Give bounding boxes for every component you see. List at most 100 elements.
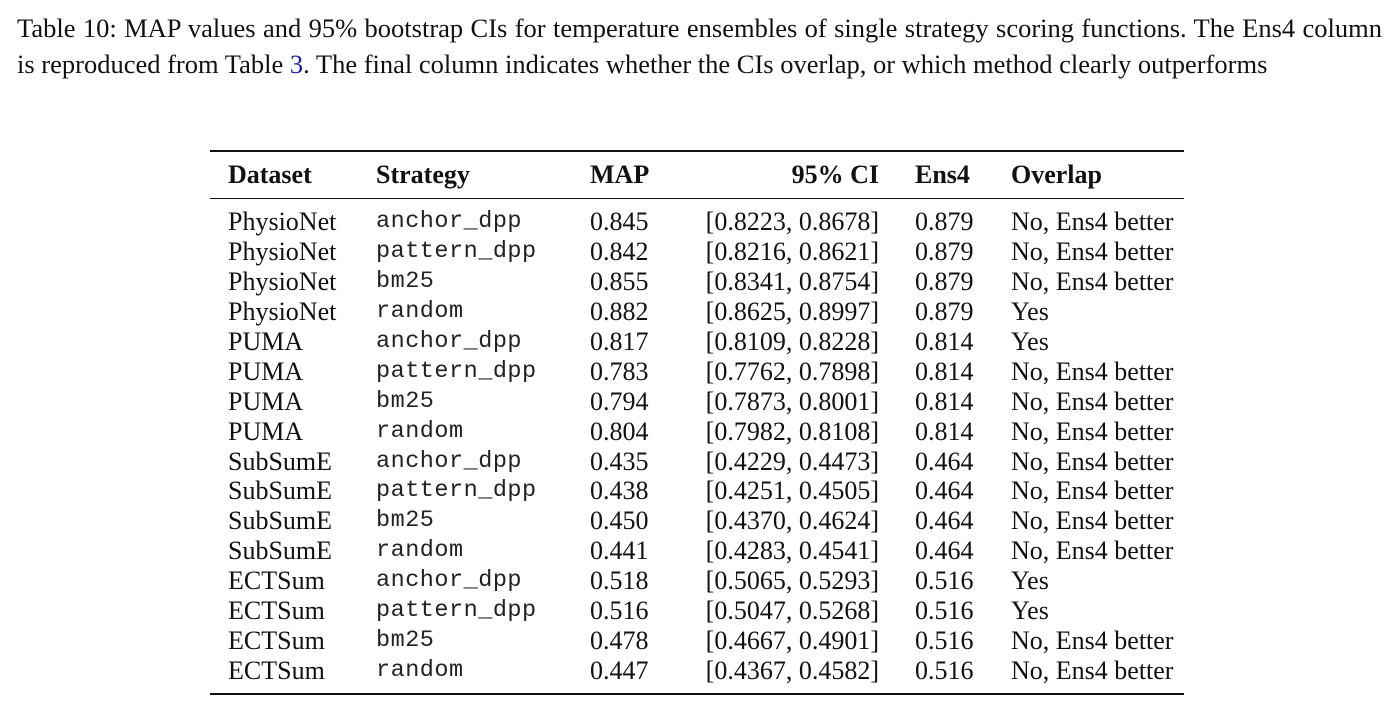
cell-overlap: No, Ens4 better	[1011, 267, 1174, 297]
cell-map: 0.845	[590, 207, 649, 237]
cell-strategy: pattern_dpp	[376, 238, 537, 266]
table-row: PhysioNet anchor_dpp 0.845 [0.8223, 0.8678]…	[210, 199, 1184, 237]
cell-strategy: bm25	[376, 268, 435, 296]
cell-overlap: Yes	[1011, 327, 1049, 356]
cell-ci: [0.4251, 0.4505]	[705, 476, 879, 506]
cell-strategy: anchor_dpp	[376, 447, 523, 475]
results-table: Dataset Strategy MAP 95% CI Ens4 Overlap…	[210, 150, 1184, 695]
cell-map: 0.441	[590, 536, 649, 566]
cell-strategy: bm25	[376, 626, 435, 654]
cell-strategy: pattern_dpp	[376, 357, 537, 385]
table-row: ECTSum pattern_dpp 0.516 [0.5047, 0.5268] 0.…	[210, 596, 1184, 626]
cell-overlap: No, Ens4 better	[1011, 655, 1174, 685]
cell-ens4: 0.879	[915, 237, 974, 267]
caption-text-start: Table 10: MAP values and 95% bootstrap C…	[17, 13, 1382, 79]
cell-dataset: PUMA	[228, 416, 304, 446]
cell-map: 0.794	[590, 386, 649, 416]
cell-dataset: SubSumE	[228, 506, 333, 536]
cell-ci: [0.4229, 0.4473]	[705, 446, 879, 476]
cell-overlap: Yes	[1011, 566, 1049, 596]
cell-ci: [0.8216, 0.8621]	[705, 237, 879, 267]
cell-map: 0.478	[590, 625, 649, 655]
cell-overlap: No, Ens4 better	[1011, 207, 1174, 237]
cell-dataset: SubSumE	[228, 446, 333, 476]
cell-ci: [0.8625, 0.8997]	[705, 297, 879, 327]
cell-dataset: ECTSum	[228, 625, 325, 655]
cell-map: 0.516	[590, 596, 649, 626]
cell-dataset: PUMA	[228, 356, 304, 386]
cell-ens4: 0.814	[915, 386, 974, 416]
cell-overlap: Yes	[1011, 297, 1049, 327]
cell-ci: [0.7762, 0.7898]	[705, 356, 879, 386]
cell-dataset: PhysioNet	[228, 207, 337, 237]
cell-ens4: 0.879	[915, 267, 974, 297]
table-row: PhysioNet random 0.882 [0.8625, 0.8997] 0.87…	[210, 297, 1184, 327]
cell-dataset: ECTSum	[228, 566, 325, 596]
cell-dataset: PUMA	[228, 386, 304, 416]
cell-overlap: No, Ens4 better	[1011, 416, 1174, 446]
cell-ci: [0.8223, 0.8678]	[705, 207, 879, 237]
cell-ci: [0.4283, 0.4541]	[705, 536, 879, 566]
cell-overlap: No, Ens4 better	[1011, 625, 1174, 655]
cell-ens4: 0.516	[915, 625, 974, 655]
cell-strategy: bm25	[376, 507, 435, 535]
table-row: ECTSum bm25 0.478 [0.4667, 0.4901] 0.516 No, …	[210, 625, 1184, 655]
cell-strategy: bm25	[376, 387, 435, 415]
cell-ens4: 0.464	[915, 536, 974, 566]
table-row: PUMA pattern_dpp 0.783 [0.7762, 0.7898] 0.81…	[210, 356, 1184, 386]
cell-map: 0.842	[590, 237, 649, 267]
table-row: PhysioNet bm25 0.855 [0.8341, 0.8754] 0.879 N…	[210, 267, 1184, 297]
table-reference-link[interactable]: 3	[289, 49, 304, 79]
header-map: MAP	[590, 160, 650, 189]
cell-dataset: SubSumE	[228, 476, 333, 506]
cell-ens4: 0.516	[915, 596, 974, 626]
table-row: PUMA bm25 0.794 [0.7873, 0.8001] 0.814 No, En…	[210, 386, 1184, 416]
cell-ci: [0.8109, 0.8228]	[705, 327, 879, 356]
table-row: SubSumE pattern_dpp 0.438 [0.4251, 0.4505] 0…	[210, 476, 1184, 506]
table-row: SubSumE bm25 0.450 [0.4370, 0.4624] 0.464 No,…	[210, 506, 1184, 536]
cell-ci: [0.5065, 0.5293]	[705, 566, 879, 596]
header-strategy: Strategy	[376, 160, 470, 189]
cell-ens4: 0.879	[915, 297, 974, 327]
cell-ci: [0.7873, 0.8001]	[705, 386, 879, 416]
cell-map: 0.882	[590, 297, 649, 327]
cell-strategy: anchor_dpp	[376, 567, 523, 595]
cell-dataset: ECTSum	[228, 596, 325, 626]
cell-dataset: PUMA	[228, 327, 304, 356]
cell-ens4: 0.814	[915, 356, 974, 386]
cell-map: 0.450	[590, 506, 649, 536]
cell-overlap: Yes	[1011, 596, 1049, 626]
cell-ens4: 0.464	[915, 476, 974, 506]
cell-dataset: SubSumE	[228, 536, 333, 566]
caption-text-end: . The final column indicates whether the…	[303, 49, 1268, 79]
table-row: ECTSum anchor_dpp 0.518 [0.5065, 0.5293] 0.5…	[210, 566, 1184, 596]
table-header-row: Dataset Strategy MAP 95% CI Ens4 Overlap	[210, 151, 1184, 199]
cell-ens4: 0.814	[915, 416, 974, 446]
cell-strategy: random	[376, 298, 464, 326]
cell-map: 0.518	[590, 566, 649, 596]
table-row: SubSumE random 0.441 [0.4283, 0.4541] 0.464 N…	[210, 536, 1184, 566]
cell-map: 0.435	[590, 446, 649, 476]
cell-strategy: random	[376, 417, 464, 445]
results-table-container: Dataset Strategy MAP 95% CI Ens4 Overlap…	[210, 150, 1184, 695]
cell-map: 0.817	[590, 327, 649, 356]
table-row: PhysioNet pattern_dpp 0.842 [0.8216, 0.8621…	[210, 237, 1184, 267]
cell-overlap: No, Ens4 better	[1011, 356, 1174, 386]
table-row: PUMA anchor_dpp 0.817 [0.8109, 0.8228] 0.814…	[210, 327, 1184, 357]
cell-ci: [0.4367, 0.4582]	[705, 655, 879, 685]
cell-strategy: pattern_dpp	[376, 477, 537, 505]
cell-dataset: PhysioNet	[228, 297, 337, 327]
cell-strategy: anchor_dpp	[376, 208, 523, 236]
cell-ens4: 0.516	[915, 566, 974, 596]
cell-ens4: 0.879	[915, 207, 974, 237]
cell-map: 0.855	[590, 267, 649, 297]
cell-dataset: ECTSum	[228, 655, 325, 685]
cell-dataset: PhysioNet	[228, 267, 337, 297]
cell-overlap: No, Ens4 better	[1011, 237, 1174, 267]
cell-ens4: 0.516	[915, 655, 974, 685]
table-body: PhysioNet anchor_dpp 0.845 [0.8223, 0.8678]…	[210, 199, 1184, 695]
header-overlap: Overlap	[1011, 160, 1102, 189]
cell-strategy: random	[376, 656, 464, 684]
cell-overlap: No, Ens4 better	[1011, 476, 1174, 506]
cell-ci: [0.4370, 0.4624]	[705, 506, 879, 536]
